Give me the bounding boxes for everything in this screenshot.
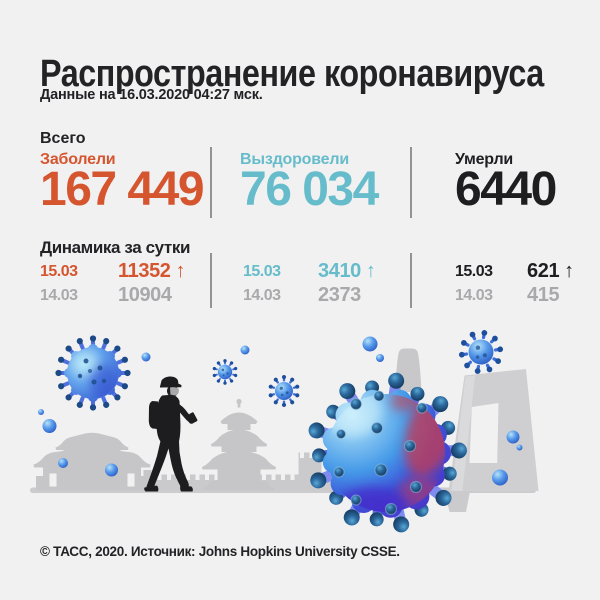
value: 3410 [318,260,361,282]
deaths-previous-value: 415 [527,284,560,306]
small-coronavirus [455,326,506,377]
virus-sphere [105,463,118,477]
arm [174,402,194,424]
torso [156,394,181,442]
deaths-label: Умерли [455,151,514,168]
infected-current-value: 11352 ↑ [118,260,186,282]
large-coronavirus [55,335,131,411]
floating-blue-spheres [492,430,523,486]
infected-label: Заболели [40,151,116,168]
backpack [148,401,158,429]
coronavirus-illustration [30,325,539,534]
value: 621 [527,260,560,282]
virus-sphere [42,419,57,433]
up-arrow-icon: ↑ [365,260,376,282]
recovered-label: Выздоровели [240,151,349,168]
data-timestamp: Данные на 16.03.2020 04:27 мск. [40,87,263,103]
phone [189,412,198,423]
virus-sphere [38,409,44,415]
virus-sphere [516,444,523,451]
legs [146,441,189,490]
recovered-current-date: 15.03 [243,263,281,280]
floating-blue-spheres [38,336,384,477]
small-coronavirus [212,359,237,385]
face-mask [170,387,179,396]
infected-total: 167 449 [40,163,205,216]
virus-sphere [492,469,508,486]
deaths-previous-date: 14.03 [455,287,493,304]
column-divider [410,253,412,308]
column-divider [210,253,212,308]
cctv-building-silhouette [444,369,539,512]
deaths-total: 6440 [455,163,557,216]
infected-previous-date: 14.03 [40,287,78,304]
infected-previous-value: 10904 [118,284,172,306]
chinese-gate-temple-silhouette [33,432,151,491]
deaths-current-date: 15.03 [455,263,493,280]
up-arrow-icon: ↑ [175,260,186,282]
recovered-current-value: 3410 ↑ [318,261,376,281]
temple-of-heaven-silhouette [202,398,276,491]
deaths-current-value: 621 ↑ [527,261,574,281]
walking-person-in-mask-silhouette [144,376,198,492]
virus-sphere [58,458,68,468]
virus-sphere [240,345,250,355]
dynamics-title: Динамика за сутки [40,238,191,257]
column-divider [210,147,212,218]
totals-overall-label: Всего [40,130,86,147]
giant-coronavirus [306,371,468,534]
column-divider [410,147,412,218]
virus-sphere [376,354,384,362]
recovered-total: 76 034 [240,163,379,216]
small-coronavirus [268,375,300,407]
source-credit: © ТАСС, 2020. Источник: Johns Hopkins Un… [40,544,400,559]
virus-sphere [362,336,378,352]
recovered-previous-value: 2373 [318,284,361,306]
cap [160,376,182,388]
infected-current-date: 15.03 [40,263,78,280]
value: 11352 [118,260,171,282]
virus-sphere [141,352,151,362]
surface-knobs [333,390,428,516]
up-arrow-icon: ↑ [564,260,574,282]
virus-sphere [506,430,520,444]
page-title: Распространение коронавируса [40,53,544,96]
recovered-previous-date: 14.03 [243,287,281,304]
